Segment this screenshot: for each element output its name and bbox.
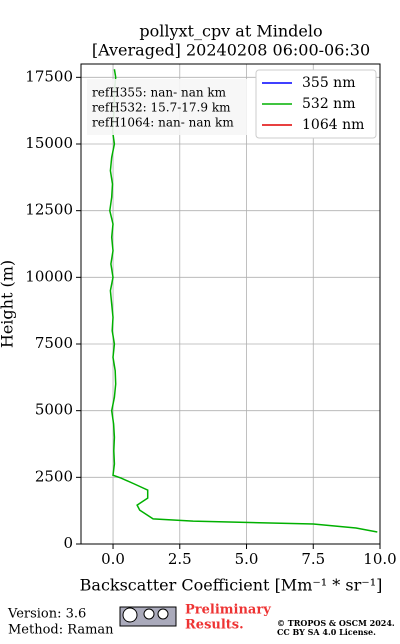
- license: CC BY SA 4.0 License.: [277, 627, 376, 637]
- x-tick-label: 2.5: [168, 550, 192, 568]
- annotation-box: [87, 79, 247, 135]
- y-tick-label: 10000: [25, 267, 73, 285]
- annotation: refH1064: nan- nan km: [92, 116, 234, 130]
- version: Version: 3.6: [7, 607, 86, 622]
- copyright: © TROPOS & OSCM 2024.: [277, 618, 395, 628]
- legend-box: [255, 69, 377, 139]
- y-tick-label: 2500: [35, 467, 73, 485]
- x-tick-label: 5.0: [235, 550, 259, 568]
- cc-logo: [119, 606, 177, 627]
- x-tick-label: 10.0: [363, 550, 396, 568]
- y-tick-label: 17500: [25, 67, 73, 85]
- x-tick-label: 7.5: [301, 550, 325, 568]
- profile-line: [109, 69, 378, 533]
- preliminary: Preliminary: [185, 603, 271, 618]
- chart-title: [Averaged] 20240208 06:00-06:30: [92, 41, 370, 60]
- legend-label: 532 nm: [302, 96, 355, 112]
- y-axis-label: Height (m): [0, 260, 17, 348]
- y-tick-label: 7500: [35, 334, 73, 352]
- legend-label: 1064 nm: [302, 117, 364, 133]
- y-tick-label: 5000: [35, 401, 73, 419]
- y-tick-label: 12500: [25, 201, 73, 219]
- legend-label: 355 nm: [302, 75, 355, 91]
- y-tick-label: 0: [63, 534, 73, 552]
- preliminary: Results.: [185, 618, 244, 633]
- x-tick-label: 0.0: [101, 550, 125, 568]
- annotation: refH532: 15.7-17.9 km: [92, 101, 231, 115]
- chart-title: pollyxt_cpv at Mindelo: [139, 22, 322, 41]
- annotation: refH355: nan- nan km: [92, 86, 227, 100]
- y-tick-label: 15000: [25, 134, 73, 152]
- x-axis-label: Backscatter Coefficient [Mm⁻¹ * sr⁻¹]: [80, 576, 383, 595]
- plot-frame: [80, 63, 381, 545]
- method: Method: Raman: [8, 623, 114, 638]
